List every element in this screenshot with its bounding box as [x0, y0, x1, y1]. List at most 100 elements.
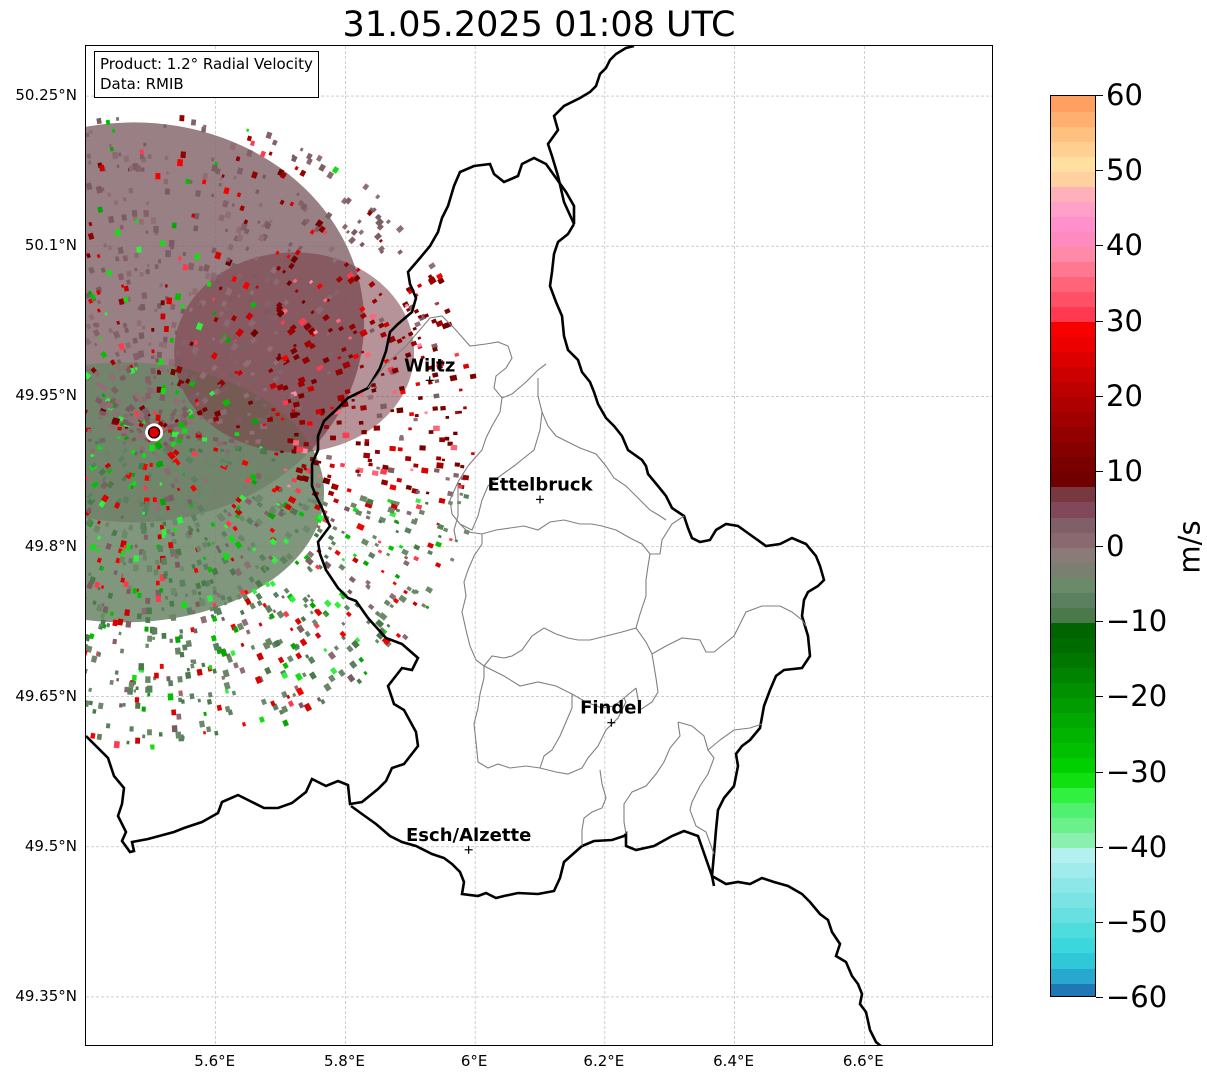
echo-pixel: [86, 506, 92, 513]
echo-pixel: [248, 576, 255, 583]
echo-pixel: [301, 448, 308, 454]
echo-pixel: [311, 619, 319, 626]
echo-pixel: [326, 171, 335, 180]
echo-pixel: [86, 518, 94, 527]
echo-pixel: [206, 698, 212, 705]
echo-pixel: [254, 564, 260, 570]
echo-pixel: [209, 390, 216, 397]
echo-pixel: [373, 386, 378, 390]
echo-pixel: [297, 380, 305, 388]
echo-pixel: [271, 488, 277, 493]
echo-pixel: [195, 528, 200, 533]
radar-map[interactable]: Wiltz Ettelbruck Findel Esch/Alzette: [85, 45, 993, 1046]
echo-pixel: [161, 528, 168, 536]
echo-pixel: [269, 537, 278, 546]
echo-pixel: [241, 618, 249, 627]
echo-pixel: [282, 172, 287, 178]
echo-pixel: [255, 494, 264, 502]
echo-pixel: [425, 586, 434, 594]
echo-pixel: [277, 353, 282, 357]
echo-pixel: [352, 557, 359, 564]
echo-pixel: [316, 282, 323, 290]
echo-pixel: [346, 487, 352, 493]
echo-pixel: [94, 380, 103, 389]
echo-pixel: [316, 154, 323, 162]
echo-pixel: [210, 193, 215, 198]
radar-site-marker: [147, 426, 161, 439]
echo-pixel: [454, 352, 460, 357]
echo-pixel: [162, 441, 170, 448]
colorbar-segment: [1051, 126, 1095, 142]
echo-pixel: [210, 521, 216, 528]
echo-pixel: [420, 355, 425, 360]
echo-pixel: [255, 301, 264, 311]
echo-pixel: [114, 670, 119, 675]
echo-pixel: [191, 346, 200, 355]
echo-pixel: [184, 492, 188, 497]
echo-pixel: [132, 337, 138, 344]
echo-pixel: [330, 435, 336, 441]
echo-pixel: [355, 469, 360, 474]
echo-pixel: [275, 502, 281, 507]
echo-pixel: [162, 521, 167, 527]
echo-pixel: [190, 663, 195, 669]
echo-pixel: [392, 389, 398, 395]
echo-pixel: [139, 449, 144, 454]
echo-pixel: [217, 383, 222, 388]
echo-pixel: [175, 731, 182, 739]
colorbar-tick: [1096, 696, 1103, 698]
echo-pixel: [100, 585, 105, 589]
echo-pixel: [88, 633, 95, 640]
echo-pixel: [139, 271, 144, 277]
echo-pixel: [380, 479, 389, 486]
echo-pixel: [211, 157, 215, 162]
echo-pixel: [90, 732, 96, 739]
echo-pixel: [186, 435, 191, 439]
echo-pixel: [282, 538, 290, 545]
echo-pixel: [96, 557, 102, 564]
echo-pixel: [123, 544, 127, 549]
lat-tick-label: 50.25°N: [15, 86, 77, 105]
echo-pixel: [117, 426, 122, 431]
echo-pixel: [222, 398, 231, 407]
echo-pixel: [128, 412, 134, 417]
echo-pixel: [245, 516, 254, 526]
echo-pixel: [107, 215, 115, 224]
echo-pixel: [219, 177, 223, 181]
echo-pixel: [144, 475, 150, 481]
echo-pixel: [137, 592, 142, 598]
echo-pixel: [417, 314, 422, 319]
echo-pixel: [87, 160, 92, 165]
echo-pixel: [327, 651, 337, 660]
echo-pixel: [181, 399, 186, 404]
echo-pixel: [203, 711, 207, 716]
echo-pixel: [239, 588, 246, 596]
colorbar-tick: [1096, 846, 1103, 848]
echo-pixel: [269, 382, 278, 390]
echo-pixel: [222, 318, 231, 328]
echo-pixel: [171, 519, 178, 526]
echo-pixel: [447, 441, 453, 446]
echo-pixel: [171, 532, 175, 537]
city-label: Esch/Alzette: [406, 825, 531, 846]
echo-pixel: [164, 155, 169, 161]
echo-pixel: [234, 567, 243, 577]
echo-pixel: [409, 412, 415, 417]
echo-pixel: [177, 676, 183, 683]
echo-pixel: [239, 205, 245, 212]
echo-pixel: [263, 510, 270, 517]
echo-pixel: [210, 613, 215, 619]
echo-pixel: [289, 627, 294, 632]
echo-pixel: [137, 410, 146, 419]
echo-pixel: [96, 603, 103, 612]
echo-pixel: [276, 379, 281, 383]
colorbar-segment: [1051, 937, 1095, 954]
echo-pixel: [176, 495, 184, 504]
echo-pixel: [189, 527, 194, 533]
echo-pixel: [235, 272, 244, 282]
echo-pixel: [241, 473, 249, 480]
echo-pixel: [105, 723, 111, 729]
echo-pixel: [174, 357, 182, 365]
echo-pixel: [146, 263, 150, 268]
echo-pixel: [458, 388, 463, 392]
